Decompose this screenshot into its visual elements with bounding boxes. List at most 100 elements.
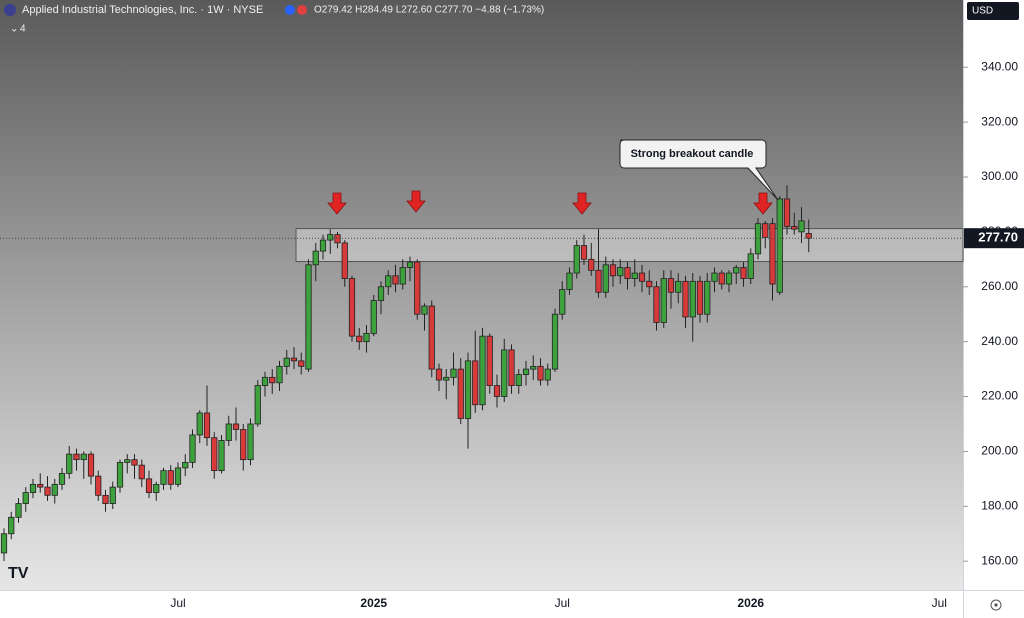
candle-body: [232, 423, 240, 430]
candle-body: [428, 305, 435, 370]
candle-body: [15, 503, 22, 518]
candle-body: [580, 245, 588, 260]
candle-body: [718, 272, 725, 285]
candle-body: [472, 360, 479, 406]
indicator-count[interactable]: 4: [20, 24, 26, 35]
candle-body: [675, 280, 682, 293]
candle-body: [254, 385, 261, 425]
candle-body: [22, 492, 29, 504]
candle-body: [486, 335, 493, 386]
settings-icon[interactable]: [990, 599, 1002, 611]
candle-body: [66, 453, 73, 474]
candle-body: [298, 360, 305, 367]
candle-body: [776, 198, 783, 293]
candle-body: [805, 233, 812, 239]
candle-body: [80, 453, 87, 461]
candle-body: [530, 365, 537, 370]
candle-body: [327, 234, 334, 241]
candle-body: [283, 357, 290, 367]
candle-body: [261, 376, 269, 386]
candle-body: [617, 267, 624, 277]
candle-body: [319, 239, 327, 252]
candle-body: [609, 264, 617, 277]
candle-body: [573, 245, 580, 274]
ohlc-values: O279.42 H284.49 L272.60 C277.70 −4.88 (−…: [314, 5, 544, 16]
candle-body: [464, 360, 472, 419]
candle-body: [696, 280, 704, 315]
arrow: [753, 192, 773, 215]
x-tick-label: Jul: [170, 596, 185, 610]
callout: [619, 139, 779, 201]
candle-body: [218, 440, 225, 472]
candle-body: [595, 269, 602, 293]
candle-body: [145, 478, 153, 493]
candle-body: [312, 250, 319, 266]
currency[interactable]: USD: [972, 6, 993, 17]
market-icon: [285, 5, 295, 15]
symbol-title[interactable]: Applied Industrial Technologies, Inc. · …: [22, 4, 263, 16]
candle-body: [457, 368, 464, 419]
candle-body: [443, 376, 450, 381]
symbol-icon: [4, 4, 16, 16]
candle-body: [58, 472, 66, 485]
candle-body: [87, 453, 95, 477]
y-tick-label: 300.00: [981, 169, 1018, 183]
candle-body: [102, 494, 109, 504]
candle-body: [160, 470, 167, 485]
candle-body: [711, 272, 718, 282]
x-tick-label: 2026: [737, 596, 764, 610]
candle-body: [247, 423, 254, 461]
plot-background: [0, 0, 963, 590]
y-tick-label: 340.00: [981, 59, 1018, 73]
candle-body: [341, 242, 348, 279]
y-tick-label: 260.00: [981, 279, 1018, 293]
candle-body: [203, 412, 211, 439]
candle-body: [131, 459, 138, 466]
candle-body: [356, 335, 363, 343]
candle-body: [791, 225, 798, 230]
candle-body: [189, 434, 196, 463]
arrows: [327, 190, 773, 215]
y-tick-label: 180.00: [981, 498, 1018, 512]
candle-body: [73, 453, 80, 461]
indicator-toggle[interactable]: ⌄: [10, 24, 18, 35]
candle-body: [515, 374, 522, 386]
candle-body: [479, 335, 486, 406]
candle-body: [435, 368, 443, 381]
candle-body: [377, 286, 385, 301]
logo: TV: [8, 565, 29, 582]
candle-body: [725, 272, 733, 285]
x-tick-label: Jul: [932, 596, 947, 610]
y-tick-label: 320.00: [981, 114, 1018, 128]
price-axis: [963, 0, 1024, 618]
candle-body: [624, 267, 631, 279]
candle-body: [305, 264, 312, 370]
annotation: Strong breakout candle: [631, 148, 754, 160]
settings-icon[interactable]: [994, 603, 998, 607]
candle-body: [682, 280, 689, 318]
last-price-label: 277.70: [978, 230, 1018, 245]
arrow: [327, 192, 347, 215]
candle-body: [602, 264, 609, 293]
candle-body: [537, 365, 544, 381]
candle-body: [740, 267, 747, 279]
candle-body: [399, 267, 406, 285]
candle-body: [269, 376, 276, 384]
candle-body: [733, 267, 740, 274]
resistance-zone: [295, 228, 964, 263]
candle-body: [783, 198, 791, 227]
candle-body: [95, 475, 102, 496]
candle-body: [334, 234, 341, 244]
candle-body: [363, 333, 370, 343]
arrow: [406, 190, 426, 213]
candle-body: [638, 272, 646, 282]
arrow: [572, 192, 592, 215]
candle-body: [0, 533, 8, 554]
candle-body: [508, 349, 515, 386]
candle-body: [747, 253, 754, 279]
currency-box[interactable]: [967, 2, 1019, 20]
candle-body: [406, 261, 414, 268]
candle-body: [544, 368, 551, 381]
candle-body: [153, 483, 160, 493]
